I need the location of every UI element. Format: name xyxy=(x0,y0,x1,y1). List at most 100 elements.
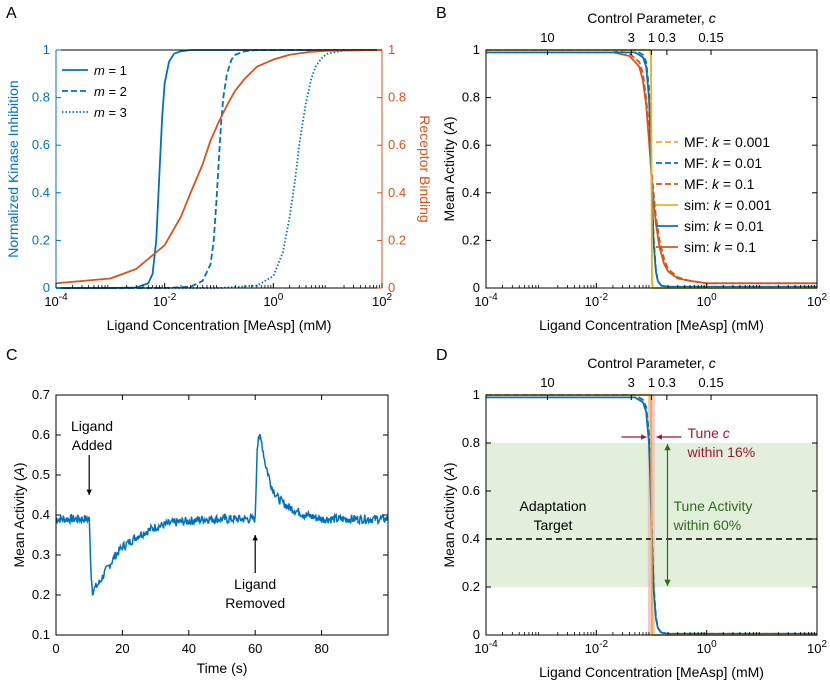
legend-value: = 0.01 xyxy=(719,155,762,171)
series-line-3-1 xyxy=(486,394,817,635)
x-tick-label: 10-2 xyxy=(585,639,609,656)
y-tick-label: 0.4 xyxy=(462,531,480,546)
x-axis-title: Time (s) xyxy=(197,660,248,676)
top-axis-title: Control Parameter, c xyxy=(587,10,715,26)
legend-label: m = 2 xyxy=(94,84,127,99)
panel-label-c: C xyxy=(6,347,18,364)
legend-var: m xyxy=(94,105,105,120)
x-tick-label: 102 xyxy=(372,292,392,309)
x-tick-label: 10-4 xyxy=(474,292,498,309)
legend-label: MF: k = 0.1 xyxy=(684,176,755,192)
y-tick-label: 0.4 xyxy=(32,185,50,200)
legend-value: = 0.1 xyxy=(719,176,755,192)
annotation-tune-c-line1: Tune c xyxy=(688,425,730,441)
legend-value: = 0.1 xyxy=(721,239,757,255)
y-tick-label: 1 xyxy=(43,42,50,57)
legend-text: sim: xyxy=(684,218,714,234)
y-tick-label: 0.2 xyxy=(32,232,50,247)
x-tick-label: 80 xyxy=(314,641,328,656)
y-tick-label: 1 xyxy=(473,387,480,402)
y-axis-title-text: Mean Activity ( xyxy=(441,130,457,221)
series-line-0-3 xyxy=(56,49,382,285)
y-tick-label: 0.6 xyxy=(462,137,480,152)
x-tick-exponent: 0 xyxy=(711,639,717,650)
y-axis-title-var: A xyxy=(11,467,27,477)
legend-text: MF: xyxy=(684,176,712,192)
y-axis-title-left: Normalized Kinase Inhibition xyxy=(5,80,21,257)
x-tick-label: 20 xyxy=(115,641,129,656)
legend-text: = 3 xyxy=(105,105,127,120)
y-tick-label: 0.6 xyxy=(462,483,480,498)
x-tick-exponent: 2 xyxy=(821,292,827,303)
series-line-0-1 xyxy=(56,49,382,289)
x-tick-exponent: -2 xyxy=(167,292,176,303)
series-line-0-2 xyxy=(56,49,382,289)
annotation-tune-c-var: c xyxy=(723,425,730,441)
x-tick-exponent: 0 xyxy=(711,292,717,303)
x-tick-exponent: -4 xyxy=(489,292,498,303)
y-right-tick-label: 0.8 xyxy=(388,90,406,105)
x-tick-base: 10 xyxy=(474,294,488,309)
legend-label: sim: k = 0.01 xyxy=(684,218,764,234)
legend-var: k xyxy=(714,239,722,255)
top-tick-label: 1 xyxy=(648,30,655,45)
legend-label: MF: k = 0.001 xyxy=(684,134,770,150)
x-tick-base: 10 xyxy=(585,641,599,656)
y-right-tick-label: 1 xyxy=(388,42,395,57)
y-right-tick-label: 0.2 xyxy=(388,232,406,247)
y-axis-title-right: Receptor Binding xyxy=(417,115,433,222)
y-axis-title-var: A xyxy=(441,467,457,477)
tune-activity-arrow-up-head xyxy=(664,444,671,451)
x-tick-base: 10 xyxy=(697,294,711,309)
x-tick-exponent: 2 xyxy=(386,292,392,303)
x-tick-exponent: -4 xyxy=(489,639,498,650)
y-axis-title: Mean Activity (A) xyxy=(11,462,27,567)
y-axis-title: Mean Activity (A) xyxy=(441,462,457,567)
panel-c: 0 20 40 60 80 0.1 0.2 0.3 0.4 0.5 0.6 0.7 Time (s) Me… xyxy=(11,387,389,676)
x-tick-base: 10 xyxy=(372,294,386,309)
top-axis-title-text: Control Parameter, xyxy=(587,10,708,26)
legend-label: m = 1 xyxy=(94,63,127,78)
tune-c-arrow-right-head xyxy=(656,434,662,440)
annotation-arrow-removed-head xyxy=(252,535,258,541)
legend-value: = 0.001 xyxy=(721,197,772,213)
tune-c-arrow-left-head xyxy=(641,434,647,440)
legend-text: = 1 xyxy=(105,63,127,78)
top-tick-label: 10 xyxy=(540,375,554,390)
legend-value: = 0.01 xyxy=(721,218,764,234)
y-tick-label: 0.6 xyxy=(32,427,50,442)
legend-var: m xyxy=(94,84,105,99)
y-right-tick-label: 0 xyxy=(388,280,395,295)
top-tick-label: 0.15 xyxy=(698,30,723,45)
top-tick-label: 1 xyxy=(648,375,655,390)
legend-var: k xyxy=(712,155,720,171)
annotation-ligand-removed-line2: Removed xyxy=(225,595,285,611)
y-axis-title: Mean Activity (A) xyxy=(441,116,457,221)
x-tick-exponent: 2 xyxy=(821,639,827,650)
x-tick-base: 10 xyxy=(44,294,58,309)
x-tick-label: 100 xyxy=(263,292,283,309)
x-tick-label: 10-4 xyxy=(474,639,498,656)
legend-text: = 2 xyxy=(105,84,127,99)
x-tick-exponent: -2 xyxy=(599,292,608,303)
y-axis-title-text: Mean Activity ( xyxy=(11,476,27,567)
y-tick-label: 0.8 xyxy=(32,90,50,105)
x-tick-label: 0 xyxy=(52,641,59,656)
x-tick-base: 10 xyxy=(153,294,167,309)
y-tick-label: 0.3 xyxy=(32,547,50,562)
top-axis-title: Control Parameter, c xyxy=(587,355,715,371)
y-tick-label: 1 xyxy=(473,42,480,57)
annotation-ligand-removed-line1: Ligand xyxy=(234,576,276,592)
y-axis-title-text: Mean Activity ( xyxy=(441,476,457,567)
y-tick-label: 0.2 xyxy=(32,587,50,602)
series-line-1-1 xyxy=(486,49,817,285)
y-axis-title-var: A xyxy=(441,121,457,131)
top-tick-label: 0.15 xyxy=(698,375,723,390)
legend-var: m xyxy=(94,63,105,78)
x-axis-title: Ligand Concentration [MeAsp] (mM) xyxy=(539,317,764,333)
y-tick-label: 0.8 xyxy=(462,90,480,105)
y-tick-label: 0.7 xyxy=(32,387,50,402)
series-line-1-3 xyxy=(486,49,817,288)
annotation-arrow-added-head xyxy=(86,489,92,495)
